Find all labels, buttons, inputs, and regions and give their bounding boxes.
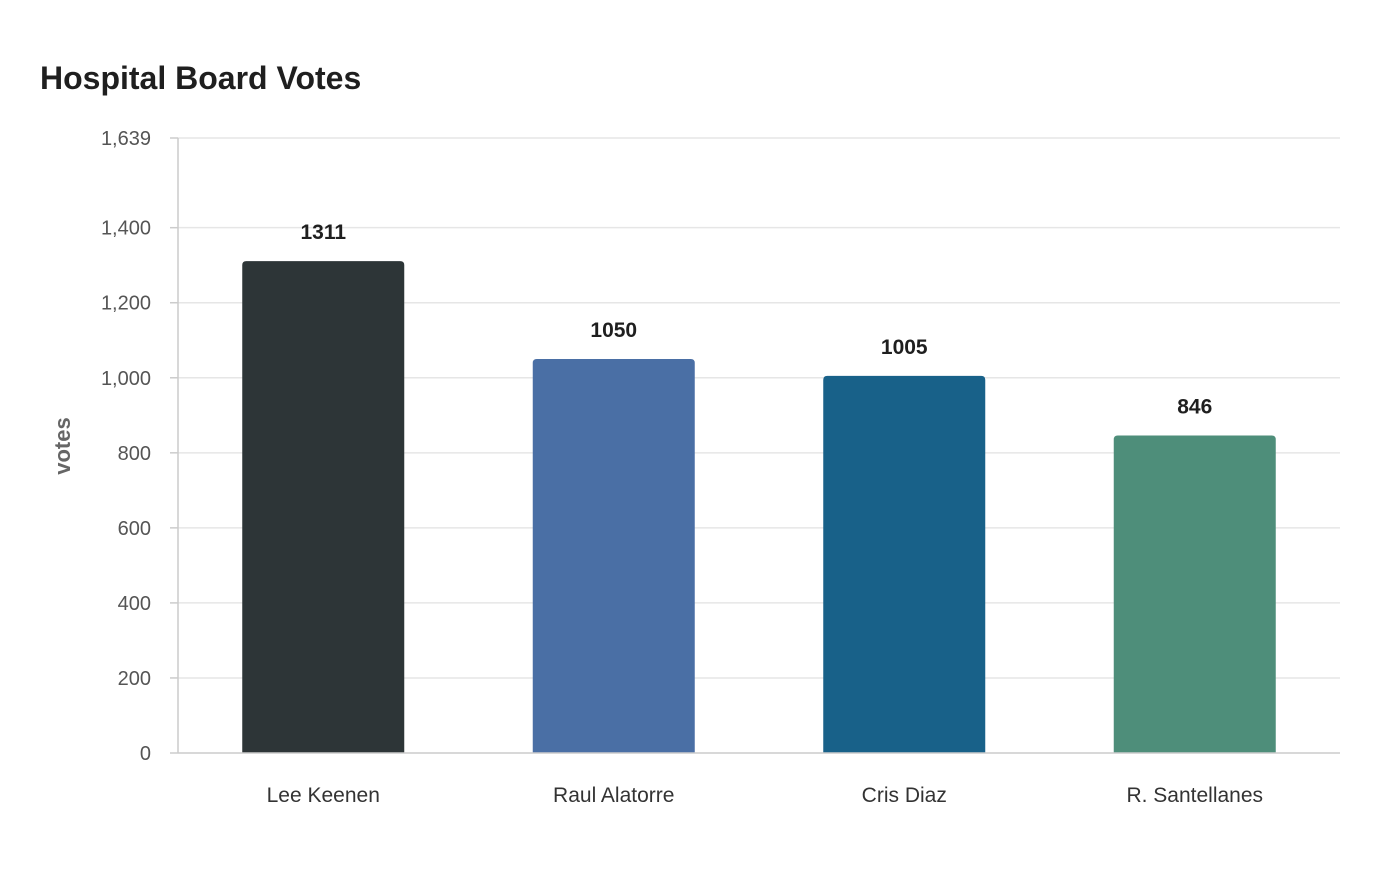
data-labels: 1311 1050 1005 846 — [300, 221, 1212, 418]
y-tick-label: 400 — [118, 593, 151, 615]
y-tick-label: 1,400 — [101, 218, 151, 240]
y-tick-label: 1,000 — [101, 368, 151, 390]
y-tick-label: 0 — [140, 743, 151, 765]
bar-value-label: 846 — [1177, 396, 1212, 419]
x-category-label: Cris Diaz — [862, 784, 947, 807]
bar-value-label: 1311 — [300, 221, 346, 244]
y-tick-label: 800 — [118, 443, 151, 465]
y-tick-label: 600 — [118, 518, 151, 540]
y-axis-ticks: 0 200 400 600 800 1,000 1,200 1,400 1,639 — [101, 128, 178, 765]
y-tick-label: 1,639 — [101, 128, 151, 150]
x-category-label: Lee Keenen — [267, 784, 380, 807]
bar-value-label: 1005 — [881, 336, 928, 359]
bar — [242, 261, 405, 753]
x-category-label: R. Santellanes — [1126, 784, 1263, 807]
y-tick-label: 1,200 — [101, 293, 151, 315]
y-tick-label: 200 — [118, 668, 151, 690]
x-category-label: Raul Alatorre — [553, 784, 674, 807]
chart-title: Hospital Board Votes — [40, 60, 362, 96]
bar-value-label: 1050 — [590, 319, 637, 342]
bar — [532, 359, 695, 753]
bars — [242, 261, 1276, 753]
y-axis-title: votes — [50, 417, 75, 474]
x-axis-categories: Lee Keenen Raul Alatorre Cris Diaz R. Sante… — [267, 784, 1263, 807]
bar — [823, 375, 986, 753]
bar — [1113, 435, 1276, 753]
